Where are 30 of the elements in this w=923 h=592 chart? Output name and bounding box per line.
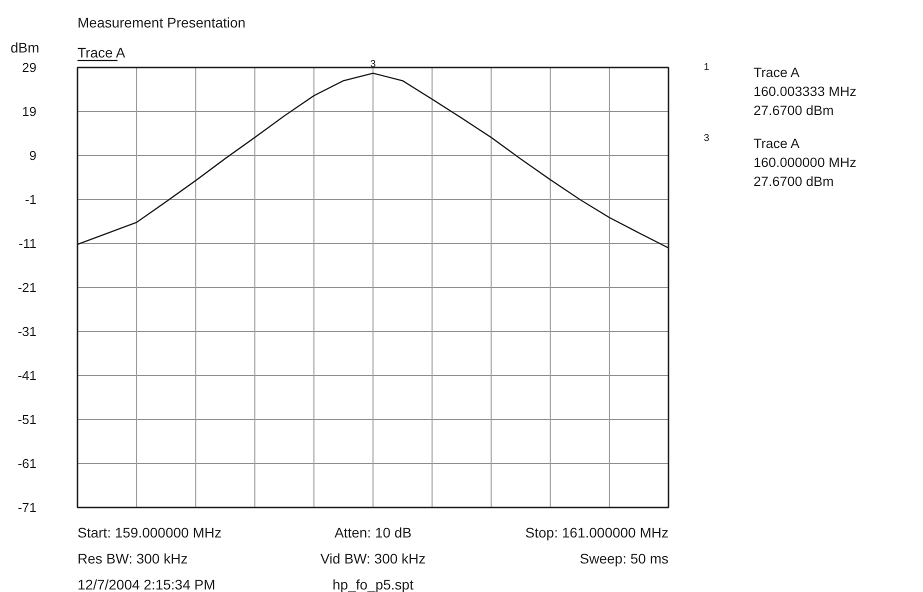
annotation: 3 [370,59,376,70]
y-tick-label: 9 [29,148,37,163]
y-tick-label: 29 [22,60,37,75]
y-tick-label: -61 [18,456,37,471]
chart-title: Measurement Presentation [78,14,246,30]
text: Res BW: 300 kHz [78,550,188,566]
y-tick-label: -51 [18,412,37,427]
text: Trace A [754,65,800,80]
y-tick-label: 19 [22,104,37,119]
text: 27.6700 dBm [754,174,834,189]
y-tick-label: -31 [18,324,37,339]
text: Stop: 161.000000 MHz [525,524,669,540]
text: 160.000000 MHz [754,155,857,170]
text: Start: 159.000000 MHz [78,524,222,540]
text: 1 [704,62,710,73]
y-axis-title: dBm [10,40,40,56]
text: 3 [704,133,710,144]
text: Vid BW: 300 kHz [320,550,426,566]
text: 27.6700 dBm [754,103,834,118]
text: 12/7/2004 2:15:34 PM [78,576,216,592]
y-tick-label: -1 [24,192,37,207]
y-tick-label: -21 [18,280,37,295]
text: 160.003333 MHz [754,84,857,99]
y-tick-label: -41 [18,368,37,383]
text: Trace A [754,136,800,151]
y-tick-label: -11 [18,236,37,251]
text: Sweep: 50 ms [580,550,669,566]
y-tick-label: -71 [18,500,37,515]
text: Trace A [78,44,126,60]
text: Atten: 10 dB [334,524,412,540]
